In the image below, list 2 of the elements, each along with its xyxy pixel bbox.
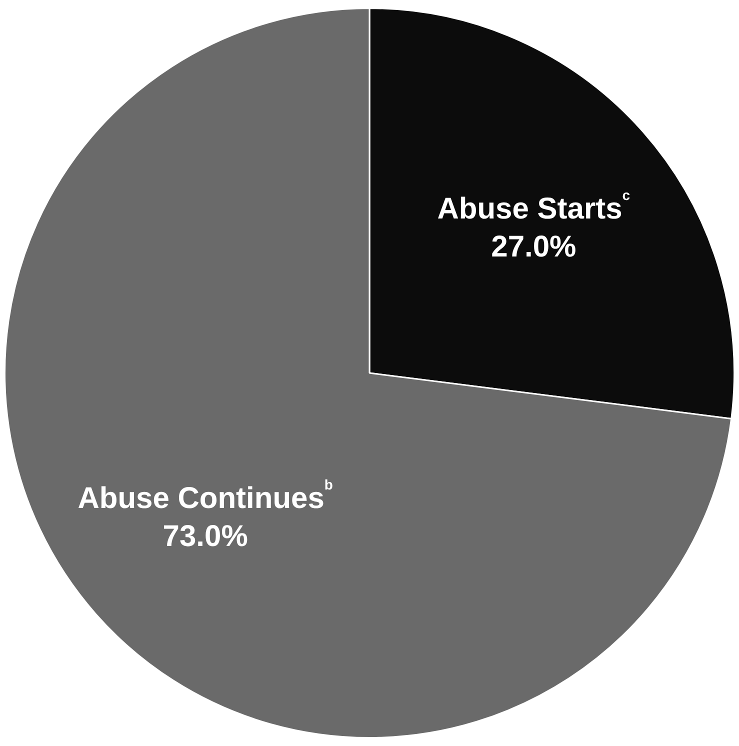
data-label: 73.0%: [162, 520, 248, 553]
data-label: 27.0%: [491, 230, 576, 264]
